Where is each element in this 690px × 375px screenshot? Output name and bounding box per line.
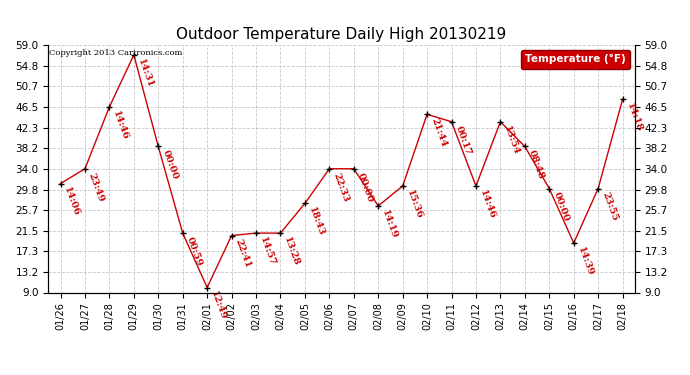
Legend: Temperature (°F): Temperature (°F) (520, 50, 629, 69)
Text: Copyright 2013 Cartronics.com: Copyright 2013 Cartronics.com (50, 49, 183, 57)
Text: 21:44: 21:44 (429, 117, 448, 148)
Text: 08:48: 08:48 (526, 149, 546, 181)
Text: 00:00: 00:00 (551, 191, 570, 223)
Text: 13:54: 13:54 (502, 124, 521, 156)
Text: 22:41: 22:41 (233, 238, 253, 270)
Text: 14:46: 14:46 (478, 189, 497, 220)
Text: 00:17: 00:17 (453, 124, 473, 156)
Text: 22:33: 22:33 (331, 171, 351, 203)
Text: 14:18: 14:18 (624, 102, 643, 134)
Text: 00:59: 00:59 (185, 236, 204, 267)
Text: 23:55: 23:55 (600, 191, 619, 223)
Text: 18:43: 18:43 (307, 206, 326, 237)
Text: 00:00: 00:00 (160, 149, 179, 181)
Text: 14:19: 14:19 (380, 209, 399, 240)
Text: 14:31: 14:31 (136, 57, 155, 89)
Text: 14:46: 14:46 (111, 110, 130, 141)
Title: Outdoor Temperature Daily High 20130219: Outdoor Temperature Daily High 20130219 (177, 27, 506, 42)
Text: 14:06: 14:06 (63, 186, 81, 218)
Text: 23:49: 23:49 (87, 171, 106, 203)
Text: 14:57: 14:57 (258, 236, 277, 267)
Text: 13:28: 13:28 (282, 236, 302, 267)
Text: 15:36: 15:36 (404, 189, 424, 220)
Text: 00:00: 00:00 (356, 171, 375, 203)
Text: 12:49: 12:49 (209, 290, 228, 322)
Text: 14:39: 14:39 (575, 246, 595, 277)
